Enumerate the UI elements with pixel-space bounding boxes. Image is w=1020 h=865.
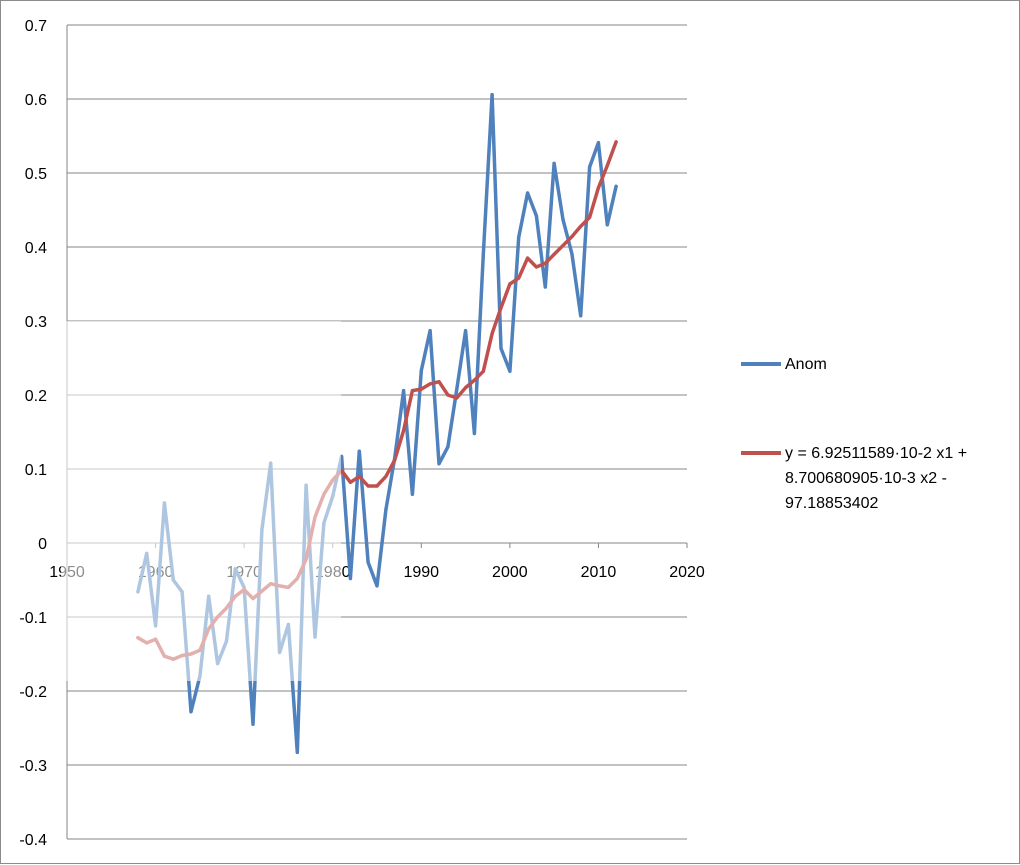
anom-point	[384, 508, 388, 512]
fit-point	[534, 265, 539, 269]
fit-point	[410, 389, 414, 393]
anom-point	[490, 93, 494, 97]
y-tick-label: 0.3	[25, 314, 47, 331]
anom-point	[437, 462, 441, 466]
anom-point	[375, 584, 379, 588]
fit-point	[561, 243, 565, 248]
legend-anom-label: Anom	[785, 356, 827, 373]
fit-point	[402, 428, 406, 433]
anom-point	[517, 235, 521, 239]
anom-point	[455, 388, 459, 392]
fit-point	[375, 484, 379, 488]
y-tick-label: 0.5	[25, 166, 47, 183]
fit-point	[428, 382, 432, 386]
anom-point	[481, 252, 485, 256]
legend: Anom y = 6.92511589·10-2 x1 + 8.70068090…	[741, 356, 967, 512]
fit-point	[605, 164, 609, 168]
anom-point	[472, 431, 476, 436]
x-tick-label: 2000	[492, 564, 528, 581]
anom-point	[508, 369, 512, 373]
anom-point	[605, 223, 609, 227]
fit-point	[543, 261, 547, 265]
anom-point	[464, 329, 468, 333]
anom-point	[357, 449, 361, 453]
y-tick-label: 0.7	[25, 18, 47, 35]
y-tick-label: 0	[38, 536, 47, 553]
fit-point	[570, 235, 574, 239]
y-tick-labels: 0.7 0.6 0.5 0.4 0.3 0.2 0.1 0 -0.1 -0.2 -0.3 -0.4	[19, 18, 47, 849]
anom-point	[561, 218, 565, 222]
anom-point	[402, 389, 406, 393]
fit-point	[472, 378, 476, 382]
anom-point	[393, 456, 397, 460]
fit-point	[384, 474, 388, 478]
anom-point	[499, 346, 503, 350]
anom-point	[526, 191, 530, 195]
anom-point	[419, 369, 423, 373]
anom-point	[596, 141, 601, 145]
fit-point	[579, 224, 583, 228]
fit-point	[455, 396, 459, 400]
x-tick-label: 2020	[669, 564, 705, 581]
y-tick-label: -0.4	[19, 832, 47, 849]
x-tick-label: 1990	[403, 564, 439, 581]
fit-point	[490, 332, 494, 336]
fit-point	[419, 387, 423, 391]
fit-point	[499, 306, 503, 310]
anom-point	[366, 560, 370, 564]
y-tick-label: 0.4	[25, 240, 47, 257]
y-tick-label: -0.3	[19, 758, 47, 775]
anom-point	[579, 314, 583, 318]
fit-point	[357, 474, 361, 478]
anom-point	[251, 722, 255, 726]
fit-point	[596, 186, 601, 190]
fit-point	[526, 256, 530, 260]
fit-point	[437, 380, 441, 384]
anom-point	[410, 492, 414, 496]
fade-overlay	[61, 321, 341, 681]
anom-point	[428, 329, 432, 333]
anom-point	[534, 214, 539, 218]
fit-point	[464, 386, 468, 390]
anom-point	[446, 445, 450, 449]
legend-fit-label-line3: 97.18853402	[785, 495, 879, 512]
anom-point	[588, 165, 592, 169]
anom-point	[189, 710, 193, 714]
anom-point	[543, 285, 547, 289]
x-tick-label: 2010	[581, 564, 617, 581]
fit-point	[517, 276, 521, 280]
y-tick-label: 0.2	[25, 388, 47, 405]
y-tick-label: -0.2	[19, 684, 47, 701]
y-tick-label: 0.1	[25, 462, 47, 479]
fit-point	[508, 282, 512, 286]
fit-point	[481, 369, 485, 373]
fit-point	[393, 458, 397, 462]
fit-point	[552, 252, 556, 256]
anom-point	[614, 184, 618, 188]
fit-point	[366, 484, 370, 488]
anom-point	[348, 576, 352, 581]
legend-fit-label-line2: 8.700680905·10-3 x2 -	[785, 470, 947, 487]
anom-point	[570, 252, 574, 256]
fit-point	[348, 480, 352, 484]
fit-point	[588, 215, 592, 219]
fit-point	[614, 140, 618, 144]
anom-point	[295, 750, 299, 755]
y-tick-label: -0.1	[19, 610, 47, 627]
legend-fit-label-line1: y = 6.92511589·10-2 x1 +	[785, 445, 967, 462]
anom-point	[552, 161, 556, 165]
fit-point	[446, 393, 450, 397]
y-tick-label: 0.6	[25, 92, 47, 109]
